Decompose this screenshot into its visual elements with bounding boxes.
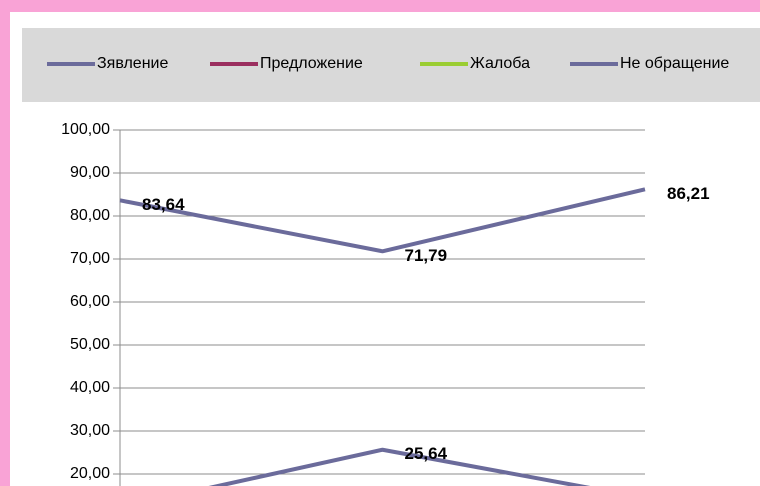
data-label: 86,21 [667,184,710,203]
series-line [119,187,646,254]
series-line [208,447,591,486]
y-tick-label: 40,00 [70,379,110,396]
legend-label: Жалоба [470,55,530,72]
y-tick-label: 60,00 [70,293,110,310]
y-tick-label: 20,00 [70,465,110,482]
legend-box [22,28,760,102]
legend-label: Предложение [260,55,363,72]
data-label: 25,64 [405,444,448,463]
legend-label: Зявление [97,55,168,72]
legend-label: Не обращение [620,55,729,72]
y-tick-label: 100,00 [61,121,110,138]
y-tick-label: 50,00 [70,336,110,353]
y-tick-label: 90,00 [70,164,110,181]
y-tick-label: 80,00 [70,207,110,224]
y-tick-label: 30,00 [70,422,110,439]
data-label: 83,64 [142,195,185,214]
y-tick-label: 70,00 [70,250,110,267]
data-label: 71,79 [405,246,448,265]
